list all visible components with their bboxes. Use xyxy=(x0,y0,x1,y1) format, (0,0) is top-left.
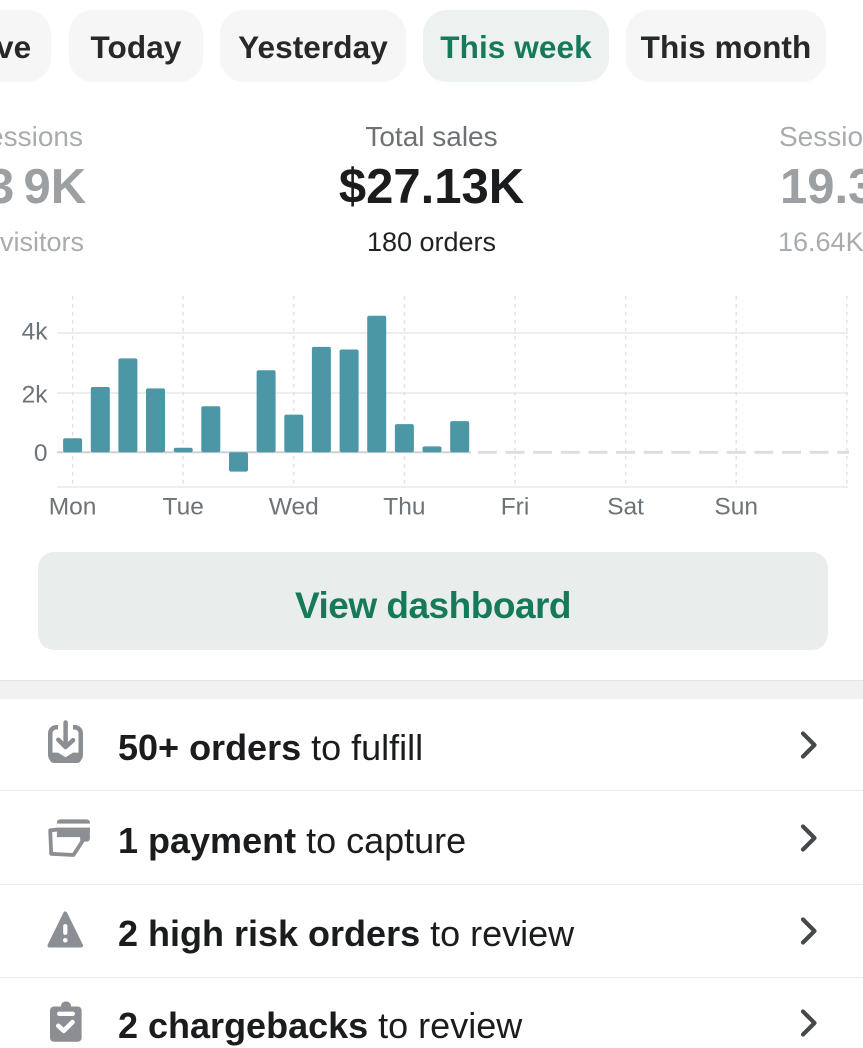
svg-text:Tue: Tue xyxy=(163,494,204,521)
svg-text:2k: 2k xyxy=(22,381,49,408)
svg-text:Mon: Mon xyxy=(49,494,97,521)
svg-text:Sat: Sat xyxy=(607,494,644,521)
svg-text:0: 0 xyxy=(34,440,48,467)
svg-text:4k: 4k xyxy=(22,319,49,346)
svg-text:Sun: Sun xyxy=(714,494,758,521)
svg-text:Thu: Thu xyxy=(383,494,425,521)
svg-text:Fri: Fri xyxy=(501,494,530,521)
svg-text:Wed: Wed xyxy=(269,494,319,521)
